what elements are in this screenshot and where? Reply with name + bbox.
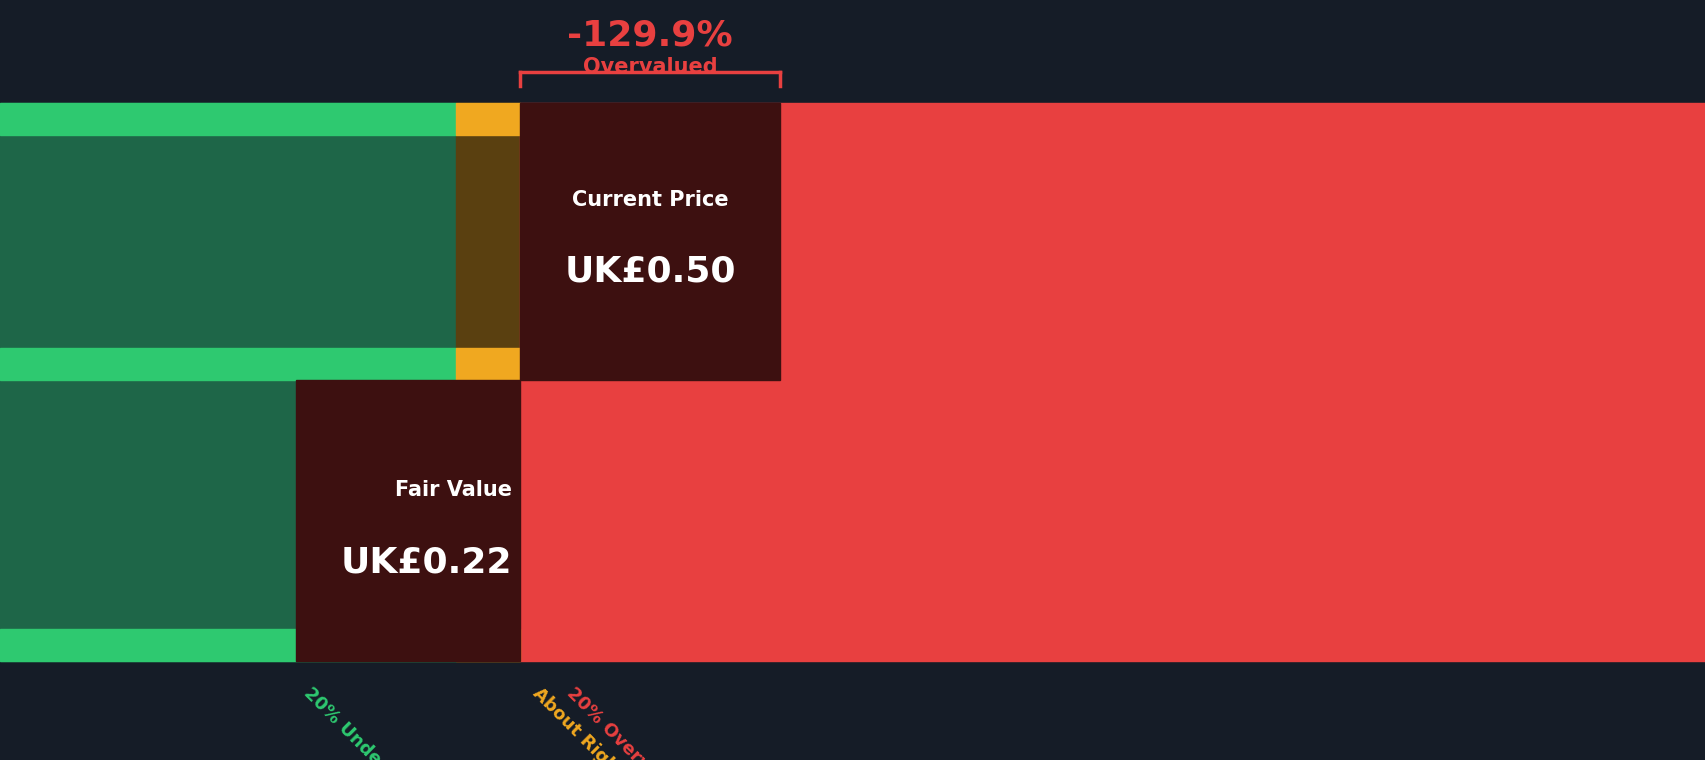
Text: 20% Overvalued: 20% Overvalued — [563, 684, 692, 760]
Bar — [455, 348, 520, 380]
Text: 20% Undervalued: 20% Undervalued — [300, 684, 438, 760]
Text: Fair Value: Fair Value — [394, 480, 512, 500]
Bar — [520, 103, 779, 380]
Bar — [0, 103, 455, 135]
Bar — [455, 629, 520, 661]
Bar — [0, 103, 455, 380]
Bar — [0, 629, 455, 661]
Bar — [455, 103, 520, 135]
Text: UK£0.50: UK£0.50 — [564, 255, 735, 289]
Text: Overvalued: Overvalued — [583, 57, 716, 77]
Text: -129.9%: -129.9% — [566, 19, 733, 53]
Bar — [0, 380, 455, 661]
Text: UK£0.22: UK£0.22 — [339, 546, 512, 579]
Bar — [0, 348, 455, 380]
Bar — [297, 380, 520, 661]
Text: Current Price: Current Price — [571, 189, 728, 210]
Bar — [520, 103, 1705, 380]
Text: About Right: About Right — [529, 684, 626, 760]
Bar — [455, 380, 520, 661]
Bar — [520, 380, 1705, 661]
Bar — [455, 103, 520, 380]
